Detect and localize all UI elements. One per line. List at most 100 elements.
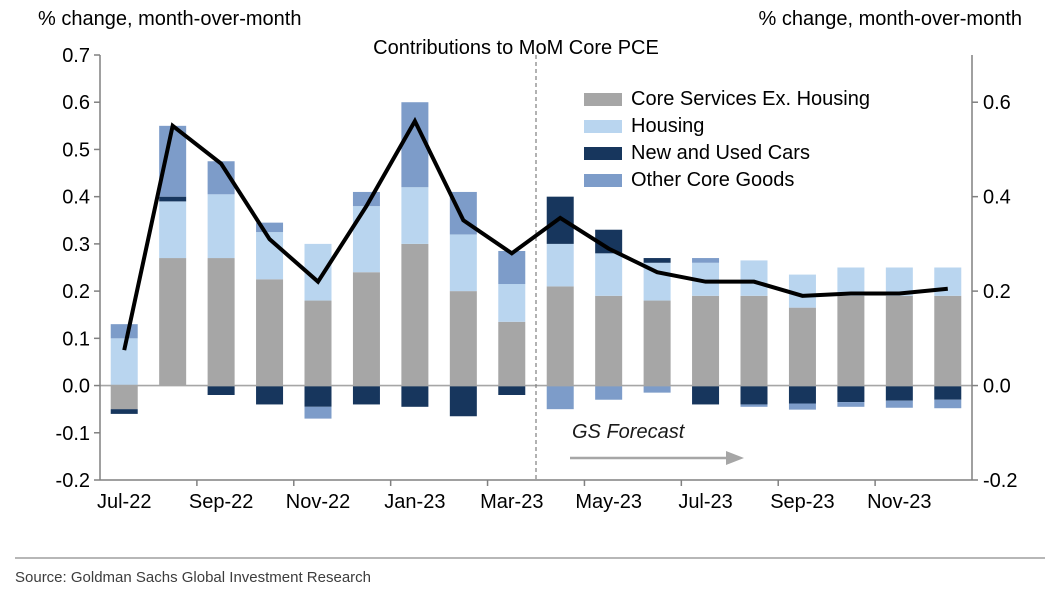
bar-segment <box>643 385 671 393</box>
bar-segment <box>304 406 332 419</box>
bar-segment <box>546 243 574 287</box>
right-axis-tick-label: 0.0 <box>983 376 1011 398</box>
forecast-arrow-head <box>726 451 744 465</box>
bar-segment <box>207 258 235 386</box>
bar-segment <box>934 295 962 386</box>
left-axis-tick-label: 0.5 <box>62 139 90 161</box>
bar-segment <box>401 187 429 244</box>
bar-segment <box>643 258 671 263</box>
right-axis-unit-label: % change, month-over-month <box>758 8 1022 30</box>
bar-segment <box>788 403 816 410</box>
bar-segment <box>449 234 477 292</box>
bar-segment <box>498 321 526 386</box>
bar-segment <box>498 385 526 395</box>
bar-segment <box>595 253 623 296</box>
left-axis-unit-label: % change, month-over-month <box>38 8 302 30</box>
bar-segment <box>449 385 477 417</box>
left-axis-tick-label: -0.2 <box>56 470 90 492</box>
x-axis-label: Sep-23 <box>770 491 835 513</box>
bar-segment <box>692 295 720 386</box>
bar-segment <box>352 385 380 405</box>
bar-segment <box>401 102 429 188</box>
forecast-annotation: GS Forecast <box>572 421 685 443</box>
bar-segment <box>256 279 284 386</box>
left-axis-tick-label: 0.0 <box>62 376 90 398</box>
legend-swatch-core-services <box>584 93 622 106</box>
right-axis-tick-label: -0.2 <box>983 470 1017 492</box>
bar-segment <box>885 385 913 401</box>
legend-label-other-goods: Other Core Goods <box>631 169 795 191</box>
left-axis-tick-label: 0.4 <box>62 187 90 209</box>
footer-divider <box>15 557 1045 559</box>
bar-segment <box>110 409 138 414</box>
legend-swatch-housing <box>584 120 622 133</box>
bar-segment <box>110 385 138 410</box>
legend-swatch-cars <box>584 147 622 160</box>
x-axis-label: Nov-22 <box>286 491 350 513</box>
right-axis-tick-label: 0.2 <box>983 281 1011 303</box>
bar-segment <box>304 300 332 386</box>
bar-segment <box>546 286 574 386</box>
right-axis-tick-label: 0.6 <box>983 92 1011 114</box>
bar-segment <box>885 295 913 386</box>
pce-contributions-chart: 0.7 0.6 0.5 0.4 0.3 0.2 0.1 0.0 -0.1 -0.2 0.6 0.4 0.… <box>56 45 1018 513</box>
left-axis-tick-label: 0.6 <box>62 92 90 114</box>
bar-segment <box>692 258 720 263</box>
bar-segment <box>449 291 477 386</box>
bar-segment <box>352 206 380 273</box>
bar-segment <box>401 385 429 407</box>
core-pce-line <box>122 116 948 351</box>
left-axis-tick-label: 0.7 <box>62 45 90 67</box>
x-axis-label: Jul-23 <box>678 491 732 513</box>
source-text: Source: Goldman Sachs Global Investment … <box>15 569 372 586</box>
bar-segment <box>498 250 526 285</box>
legend-item-housing: Housing <box>584 113 870 140</box>
bar-segment <box>788 274 816 308</box>
bar-segment <box>885 400 913 408</box>
bar-segment <box>740 404 768 407</box>
legend-label-cars: New and Used Cars <box>631 142 810 164</box>
legend-label-core-services: Core Services Ex. Housing <box>631 88 870 110</box>
left-axis-tick-label: -0.1 <box>56 423 90 445</box>
bar-segment <box>934 399 962 409</box>
bar-segment <box>595 385 623 400</box>
bar-segment <box>159 258 187 386</box>
x-axis-label: Sep-22 <box>189 491 254 513</box>
bar-segment <box>207 194 235 259</box>
legend-item-core-services: Core Services Ex. Housing <box>584 86 870 113</box>
left-axis-tick-label: 0.2 <box>62 281 90 303</box>
bar-segment <box>304 385 332 407</box>
legend-label-housing: Housing <box>631 115 705 137</box>
bar-segment <box>256 385 284 405</box>
chart-title: Contributions to MoM Core PCE <box>373 37 659 59</box>
bar-segment <box>740 385 768 405</box>
bar-segment <box>595 229 623 254</box>
bar-segment <box>159 201 187 259</box>
x-axis-label: Nov-23 <box>867 491 931 513</box>
bar-segment <box>740 295 768 386</box>
bar-segment <box>837 385 865 403</box>
x-axis-label: Mar-23 <box>480 491 543 513</box>
x-axis-label: Jan-23 <box>384 491 445 513</box>
bar-segment <box>546 385 574 410</box>
bar-segment <box>401 243 429 386</box>
left-axis-tick-label: 0.3 <box>62 234 90 256</box>
bar-segment <box>110 324 138 339</box>
bar-segment <box>498 284 526 322</box>
right-axis-tick-label: 0.4 <box>983 187 1011 209</box>
left-axis-tick-label: 0.1 <box>62 328 90 350</box>
bar-segment <box>207 385 235 395</box>
x-axis-label: Jul-22 <box>97 491 151 513</box>
legend-item-cars: New and Used Cars <box>584 140 870 167</box>
legend-item-other-goods: Other Core Goods <box>584 167 870 194</box>
bar-segment <box>740 260 768 296</box>
bar-segment <box>837 295 865 386</box>
legend-swatch-other-goods <box>584 174 622 187</box>
bar-segment <box>837 402 865 407</box>
bar-segment <box>934 385 962 400</box>
bar-segment <box>788 307 816 386</box>
bar-segment <box>256 222 284 233</box>
bar-segment <box>352 272 380 386</box>
bar-segment <box>159 196 187 202</box>
